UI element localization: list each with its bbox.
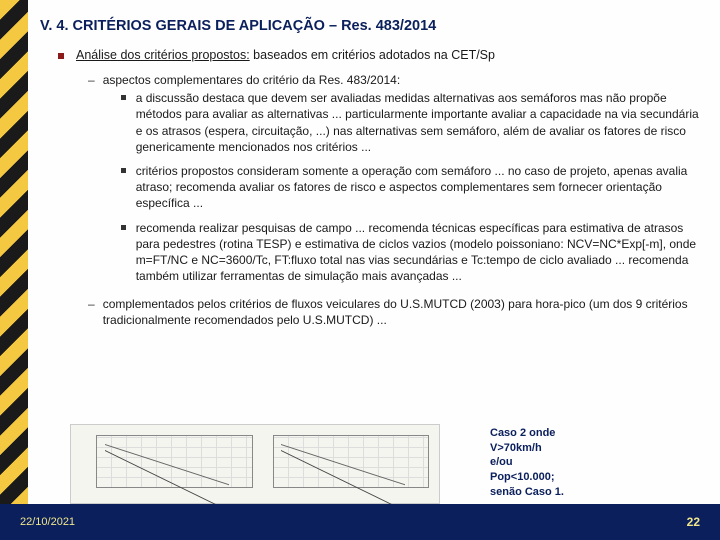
slide-content: V. 4. CRITÉRIOS GERAIS DE APLICAÇÃO – Re… [40, 18, 700, 333]
slide-title: V. 4. CRITÉRIOS GERAIS DE APLICAÇÃO – Re… [40, 18, 700, 34]
caso-line-1: Caso 2 onde [490, 426, 620, 441]
bullet-icon [58, 53, 64, 59]
inner-item-3: recomenda realizar pesquisas de campo ..… [121, 220, 700, 285]
hazard-stripe-decoration [0, 0, 28, 504]
bullet-icon [121, 95, 126, 100]
inner-text-2: critérios propostos consideram somente a… [136, 163, 700, 212]
sub1-heading: aspectos complementares do critério da R… [103, 73, 401, 87]
caso-line-5: senão Caso 1. [490, 485, 620, 500]
sub-item-2: – complementados pelos critérios de flux… [88, 296, 700, 328]
inner-item-2: critérios propostos consideram somente a… [121, 163, 700, 212]
caso-line-2: V>70km/h [490, 441, 620, 456]
main-bullet: Análise dos critérios propostos: baseado… [58, 48, 700, 62]
main-bullet-text: Análise dos critérios propostos: baseado… [76, 48, 495, 62]
chart-panel-left [96, 435, 253, 488]
inner-text-3: recomenda realizar pesquisas de campo ..… [136, 220, 700, 285]
caso-line-4: Pop<10.000; [490, 470, 620, 485]
chart-thumbnail [70, 424, 440, 504]
footer-date: 22/10/2021 [20, 516, 75, 528]
sub-item-1: – aspectos complementares do critério da… [88, 72, 700, 292]
caso-annotation: Caso 2 onde V>70km/h e/ou Pop<10.000; se… [490, 426, 620, 500]
bullet-icon [121, 168, 126, 173]
bullet-icon [121, 225, 126, 230]
main-underlined: Análise dos critérios propostos: [76, 48, 250, 62]
inner-list-1: a discussão destaca que devem ser avalia… [121, 90, 700, 284]
inner-item-1: a discussão destaca que devem ser avalia… [121, 90, 700, 155]
slide-footer: 22/10/2021 22 [0, 504, 720, 540]
dash-icon: – [88, 297, 95, 328]
inner-text-1: a discussão destaca que devem ser avalia… [136, 90, 700, 155]
chart-grid [96, 435, 429, 488]
caso-line-3: e/ou [490, 455, 620, 470]
footer-page-number: 22 [687, 515, 700, 529]
sub-list: – aspectos complementares do critério da… [88, 72, 700, 329]
dash-icon: – [88, 73, 95, 292]
sub2-text: complementados pelos critérios de fluxos… [103, 296, 700, 328]
main-rest: baseados em critérios adotados na CET/Sp [250, 48, 495, 62]
chart-panel-right [273, 435, 430, 488]
sub1-container: aspectos complementares do critério da R… [103, 72, 700, 292]
